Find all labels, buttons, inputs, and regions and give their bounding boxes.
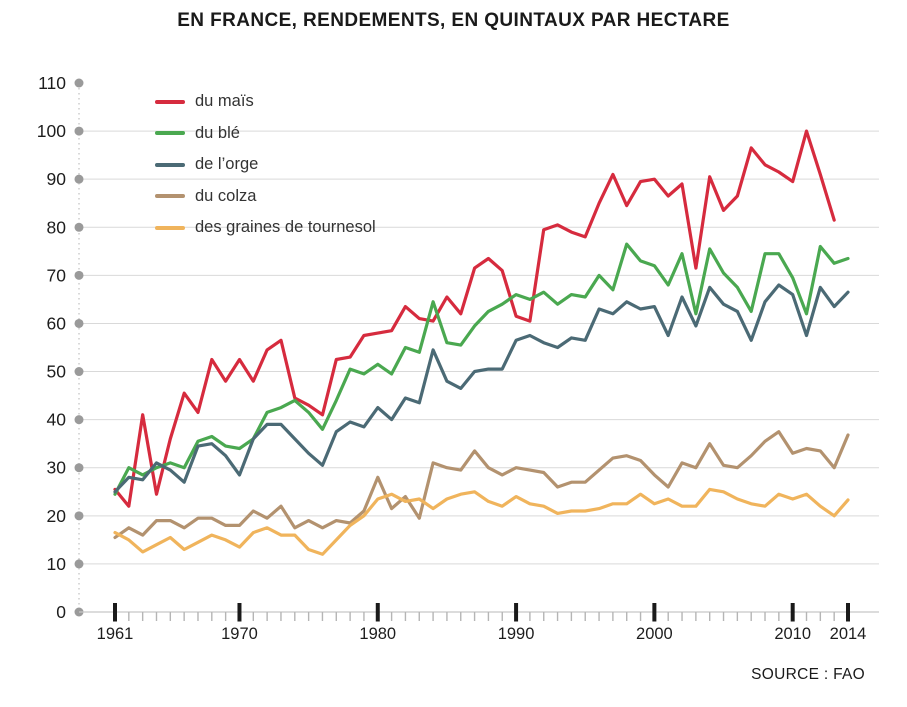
legend-item-3: du colza (155, 181, 376, 213)
legend-swatch-icon (155, 131, 185, 136)
x-tick-label-2014: 2014 (830, 625, 867, 643)
x-tick-label-2000: 2000 (636, 625, 673, 643)
y-axis-dot-50 (74, 367, 84, 377)
series-line-des-graines-de-tournesol (113, 487, 850, 556)
y-axis-dot-60 (74, 318, 84, 328)
legend-item-2: de l’orge (155, 149, 376, 181)
legend-swatch-icon (155, 225, 185, 230)
y-tick-label-10: 10 (47, 554, 67, 574)
y-tick-label-50: 50 (47, 362, 67, 382)
legend-item-1: du blé (155, 118, 376, 150)
y-tick-label-80: 80 (47, 217, 67, 237)
y-axis-dot-100 (74, 126, 84, 136)
legend-item-0: du maïs (155, 86, 376, 118)
legend-label: du colza (195, 186, 257, 205)
y-tick-label-110: 110 (38, 73, 66, 93)
x-tick-label-1961: 1961 (97, 625, 134, 643)
legend-swatch-icon (155, 194, 185, 199)
y-tick-label-30: 30 (47, 458, 67, 478)
y-axis-dot-70 (74, 270, 84, 280)
series-line-de-l-orge (113, 283, 850, 494)
series-line-du-colza (113, 430, 850, 540)
y-tick-label-20: 20 (47, 506, 67, 526)
x-tick-label-1980: 1980 (359, 625, 396, 643)
legend-label: du maïs (195, 92, 254, 111)
y-tick-label-0: 0 (56, 602, 66, 622)
y-axis-dot-10 (74, 559, 84, 569)
series-line-du-ma-s (113, 129, 836, 508)
y-axis-dot-90 (74, 174, 84, 184)
x-tick-label-1990: 1990 (498, 625, 535, 643)
x-tick-label-1970: 1970 (221, 625, 258, 643)
chart-title: EN FRANCE, RENDEMENTS, EN QUINTAUX PAR H… (177, 10, 730, 31)
y-tick-label-100: 100 (37, 121, 66, 141)
y-tick-label-60: 60 (47, 313, 67, 333)
y-axis-dot-30 (74, 463, 84, 473)
legend: du maïs du blé de l’orge du colza des graine… (155, 86, 376, 244)
legend-label: du blé (195, 123, 240, 142)
x-tick-label-2010: 2010 (774, 625, 811, 643)
series-line-du-bl- (113, 242, 850, 496)
legend-item-4: des graines de tournesol (155, 212, 376, 244)
y-tick-label-90: 90 (47, 169, 67, 189)
legend-label: de l’orge (195, 155, 259, 174)
legend-swatch-icon (155, 162, 185, 167)
y-axis-dot-40 (74, 415, 84, 425)
y-tick-label-70: 70 (47, 265, 67, 285)
y-axis-dot-80 (74, 222, 84, 232)
legend-label: des graines de tournesol (195, 218, 376, 237)
legend-swatch-icon (155, 99, 185, 104)
source-caption: SOURCE : FAO (751, 666, 865, 683)
y-axis-dot-20 (74, 511, 84, 521)
y-axis-dot-110 (74, 78, 84, 88)
y-tick-label-40: 40 (47, 410, 67, 430)
